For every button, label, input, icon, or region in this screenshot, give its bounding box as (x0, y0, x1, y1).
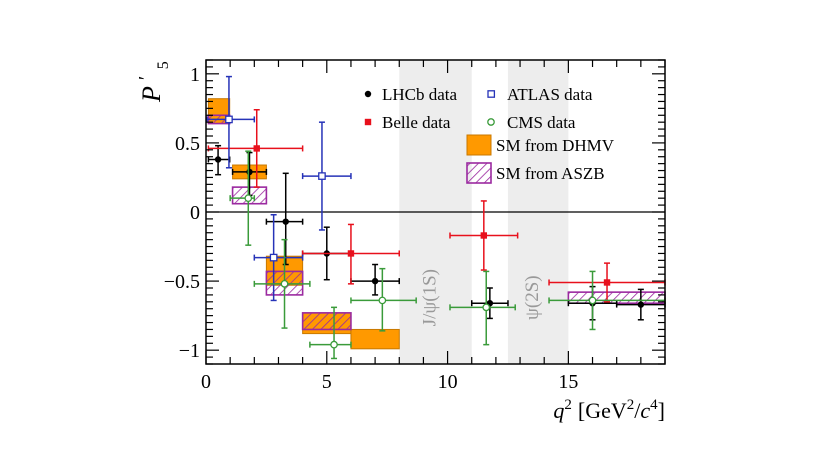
legend-lhcb-label: LHCb data (382, 85, 458, 104)
belle-point-1 (301, 223, 401, 285)
lhcb-point-7 (615, 288, 666, 321)
lhcb-point-2 (265, 172, 304, 266)
y-axis-title-sup: ′ (135, 76, 157, 80)
x-tick-label-0: 0 (201, 371, 211, 393)
belle-marker-3 (603, 279, 611, 286)
y-axis-title-sub: 5 (155, 61, 172, 69)
legend-dhmv-swatch (466, 134, 492, 156)
lhcb-point-4 (350, 263, 401, 296)
legend-aszb-swatch (466, 162, 492, 184)
atlas-marker-0 (225, 115, 233, 124)
sm-aszb-box-3 (301, 312, 352, 331)
x-axis-title-unit-pow4: 4 (650, 397, 658, 413)
cms-marker-0 (244, 194, 253, 203)
belle-point-2 (449, 200, 519, 271)
sm-dhmv-box-4 (350, 328, 400, 350)
belle-marker-1 (347, 250, 355, 257)
veto-label-1: ψ(2S) (522, 275, 543, 320)
chart: 0 5 10 15 −1 −0.5 0 0.5 1 J/ψ(1S) ψ(2S) LHCb data… (129, 59, 666, 423)
x-tick-label-1: 5 (322, 371, 332, 393)
lhcb-marker-1 (246, 168, 253, 176)
veto-label-0: J/ψ(1S) (420, 269, 441, 326)
y-tick-label-1: −0.5 (164, 271, 200, 293)
x-tick-label-3: 15 (558, 371, 578, 393)
x-tick-label-2: 10 (438, 371, 458, 393)
legend-atlas-marker (487, 90, 496, 98)
x-axis-title-pow: 2 (564, 397, 572, 413)
y-axis-title: P ′ 5 (129, 61, 172, 103)
x-axis-title-unit-c: c (640, 398, 650, 423)
cms-point-4 (449, 270, 516, 346)
legend-lhcb-marker (364, 90, 372, 98)
x-axis-title-var: q (553, 398, 564, 423)
x-axis-title-unit-pow2: 2 (627, 397, 635, 413)
cms-point-5 (548, 270, 666, 331)
lhcb-marker-7 (637, 301, 645, 308)
y-tick-label-3: 0.5 (175, 133, 200, 155)
y-tick-label-2: 0 (190, 202, 200, 224)
atlas-point-1 (253, 214, 304, 302)
legend-belle-marker (364, 118, 372, 126)
cms-point-3 (350, 267, 417, 332)
cms-marker-5 (588, 296, 597, 305)
atlas-marker-1 (269, 253, 278, 262)
lhcb-marker-4 (371, 277, 379, 285)
lhcb-marker-0 (214, 156, 222, 163)
legend-atlas-label: ATLAS data (507, 85, 593, 104)
y-tick-label-4: 1 (190, 64, 200, 86)
atlas-point-2 (301, 121, 352, 231)
atlas-marker-2 (318, 172, 326, 180)
cms-marker-4 (482, 303, 491, 312)
belle-point-0 (207, 108, 304, 188)
cms-marker-3 (378, 296, 387, 305)
cms-point-2 (309, 306, 352, 360)
y-tick-label-0: −1 (179, 340, 200, 362)
atlas-point-0 (206, 75, 256, 169)
x-axis-title-unit-close: ] (658, 398, 665, 423)
cms-point-1 (253, 238, 311, 329)
legend-belle-label: Belle data (382, 113, 451, 132)
cms-marker-2 (330, 340, 338, 349)
chart-panel: 0 5 10 15 −1 −0.5 0 0.5 1 J/ψ(1S) ψ(2S) LHCb data… (126, 40, 695, 453)
legend-aszb-label: SM from ASZB (496, 164, 605, 183)
x-axis-title-unit-mid: / (634, 398, 641, 423)
y-axis-title-main: P (137, 86, 166, 103)
cms-point-0 (229, 150, 256, 246)
lhcb-marker-2 (282, 218, 289, 225)
belle-marker-2 (480, 232, 488, 239)
cms-marker-1 (280, 280, 289, 288)
legend-cms-label: CMS data (507, 113, 576, 132)
legend-cms-marker (487, 118, 495, 126)
belle-marker-0 (253, 145, 260, 152)
lhcb-point-5 (470, 287, 509, 320)
legend-dhmv-label: SM from DHMV (496, 136, 615, 155)
x-axis-title: q2 [GeV2/c4] (553, 397, 665, 423)
x-axis-title-unit-open: [GeV (578, 398, 627, 423)
